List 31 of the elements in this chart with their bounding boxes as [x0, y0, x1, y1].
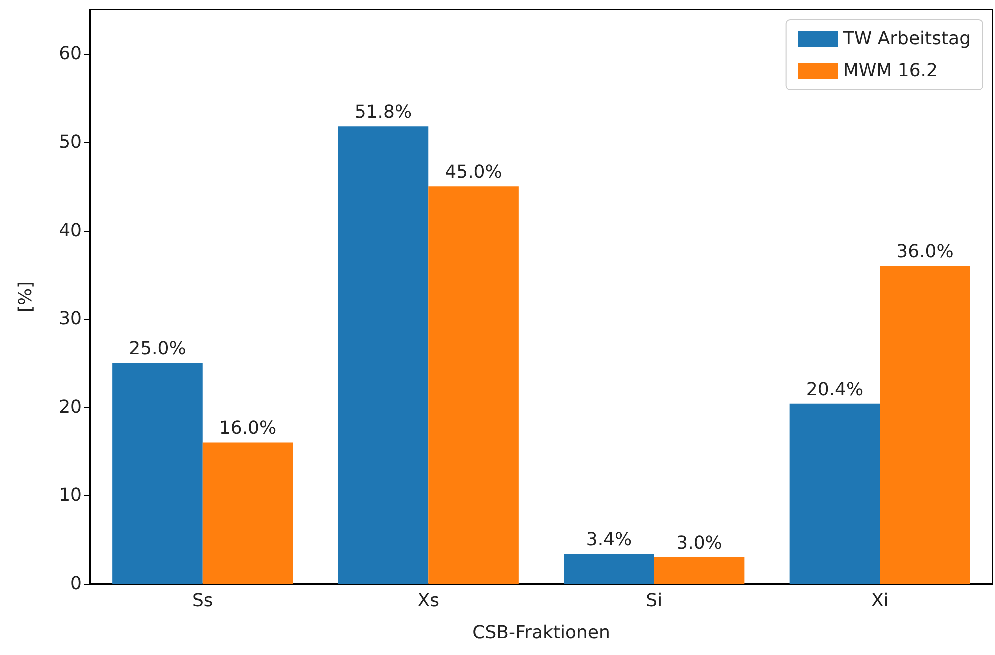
y-tick-label: 10: [59, 485, 82, 506]
data-label: 36.0%: [896, 242, 954, 263]
bar: [428, 186, 519, 584]
x-tick-label: Xi: [871, 590, 889, 612]
x-tick-label: Xs: [418, 590, 440, 612]
legend-label: MWM 16.2: [843, 60, 938, 82]
data-label: 3.0%: [676, 533, 722, 554]
x-tick-label: Ss: [192, 590, 214, 612]
bar: [654, 558, 745, 584]
bar: [564, 554, 654, 584]
legend-label: TW Arbeitstag: [842, 28, 972, 50]
y-tick-label: 50: [59, 132, 82, 153]
bar: [202, 442, 294, 584]
bar: [112, 363, 203, 584]
x-axis-title: CSB-Fraktionen: [472, 622, 610, 644]
data-label: 16.0%: [219, 418, 277, 440]
y-axis-title: [%]: [16, 281, 36, 313]
x-tick-label: Si: [646, 590, 663, 612]
bar: [790, 404, 880, 584]
data-label: 45.0%: [445, 162, 502, 184]
data-label: 25.0%: [129, 338, 186, 360]
y-tick-label: 0: [70, 574, 82, 594]
bar: [880, 266, 970, 584]
y-tick-label: 60: [59, 44, 82, 65]
y-tick-label: 40: [59, 220, 82, 242]
data-label: 3.4%: [586, 529, 632, 550]
data-label: 51.8%: [354, 102, 412, 124]
bar: [338, 126, 429, 584]
y-tick-label: 20: [59, 396, 82, 418]
data-label: 20.4%: [806, 379, 864, 400]
y-tick-label: 30: [59, 308, 82, 330]
